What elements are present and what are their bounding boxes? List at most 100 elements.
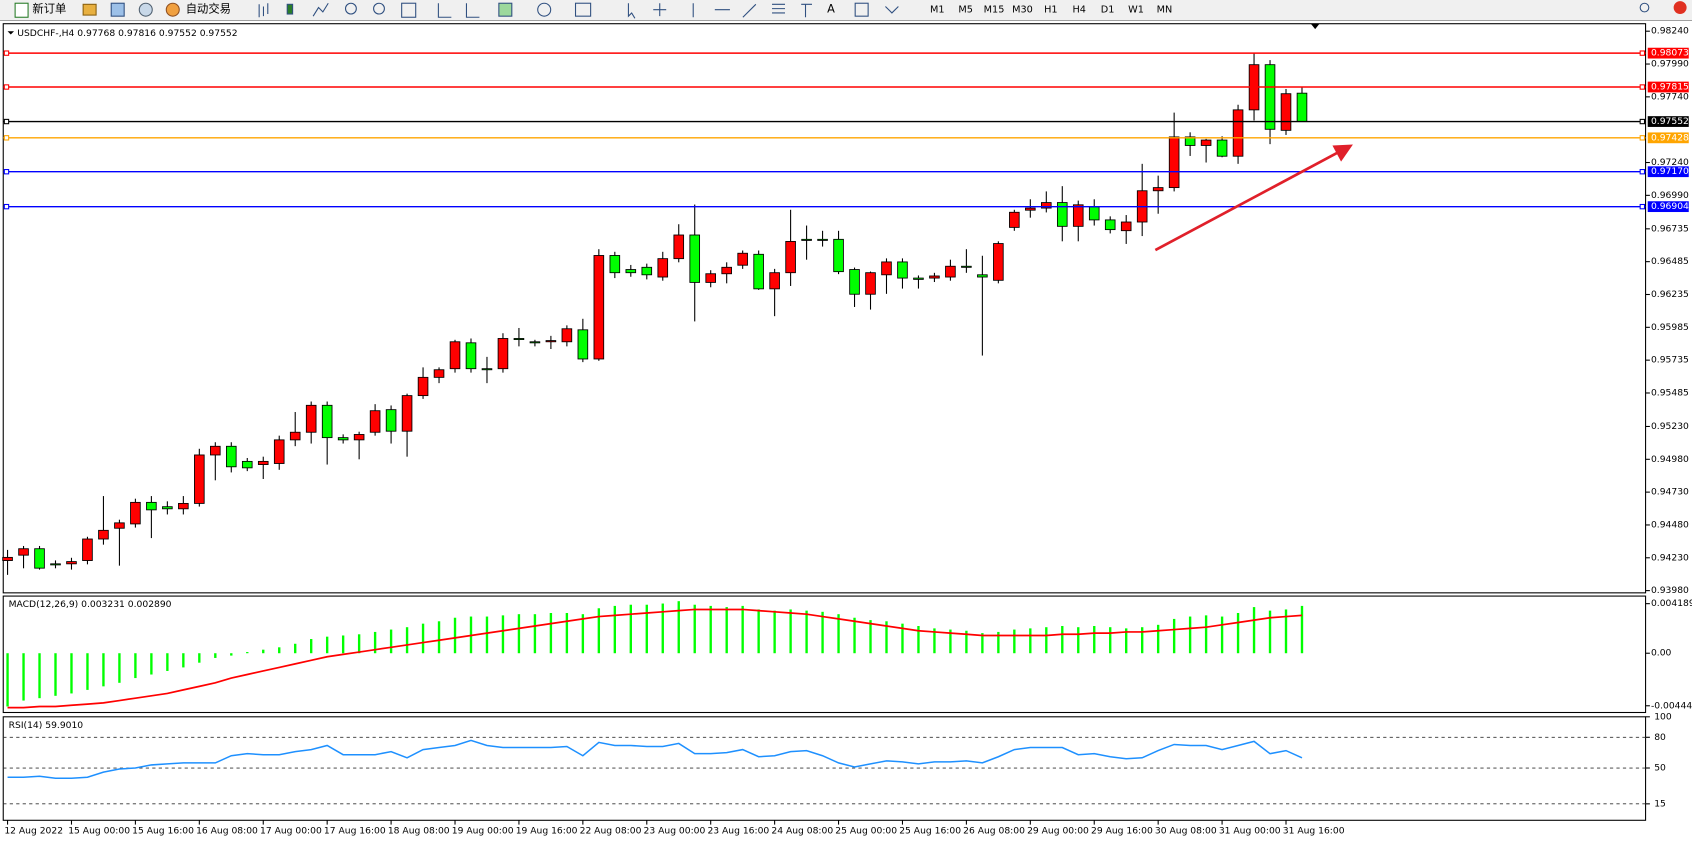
scroll-icon[interactable] — [437, 3, 480, 18]
candle-body — [865, 272, 876, 295]
candle-body — [913, 277, 924, 280]
new-order[interactable]: 新订单 — [32, 2, 66, 16]
y-tick-label: 0.95735 — [1651, 355, 1689, 366]
timeframe[interactable]: MN — [1157, 5, 1173, 16]
candle-icon[interactable] — [286, 3, 294, 15]
y-tick-label: 0.95485 — [1651, 387, 1689, 398]
line-icon[interactable] — [312, 2, 329, 17]
candle-body — [98, 529, 109, 540]
annotation-arrow-head — [1332, 144, 1353, 162]
candle-body — [321, 404, 333, 439]
timeframe[interactable]: M30 — [1012, 5, 1033, 16]
candle-body — [1232, 109, 1244, 157]
candle-body — [465, 342, 477, 370]
auto-trading-icon[interactable] — [165, 2, 180, 17]
y-tick-label: 0.93980 — [1651, 585, 1689, 596]
timeframe[interactable]: H1 — [1044, 5, 1057, 16]
candle-body — [673, 234, 685, 260]
candle-body — [529, 341, 541, 344]
timeframe[interactable]: W1 — [1128, 5, 1144, 16]
y-tick-label: 0.94980 — [1651, 454, 1689, 465]
auto-trading[interactable]: 自动交易 — [186, 2, 231, 16]
candle-body — [1056, 202, 1068, 227]
timeframe[interactable]: M5 — [958, 5, 973, 16]
x-tick-label: 31 Aug 16:00 — [1283, 826, 1345, 837]
candle-body — [961, 265, 972, 268]
new-order-icon[interactable] — [14, 2, 29, 18]
y-tick-label: 0.97740 — [1651, 91, 1689, 102]
fib-tools[interactable] — [772, 3, 812, 18]
y-tick-label: 80 — [1654, 732, 1666, 743]
x-tick-label: 17 Aug 16:00 — [324, 826, 386, 837]
timeframe[interactable]: D1 — [1101, 5, 1115, 16]
arrows[interactable] — [885, 6, 899, 14]
x-tick-label: 16 Aug 08:00 — [196, 826, 258, 837]
draw-tools[interactable] — [627, 3, 757, 19]
zoom-out[interactable] — [373, 2, 385, 15]
timeframe[interactable]: M1 — [930, 5, 945, 16]
line-handle — [3, 203, 10, 210]
y-tick-label: 0.98240 — [1651, 26, 1689, 37]
candle-body — [1009, 211, 1020, 228]
candle-body — [689, 234, 701, 283]
candle-body — [593, 255, 605, 360]
candle-body — [1216, 139, 1228, 157]
candle-body — [289, 431, 301, 441]
panels — [2, 23, 1647, 821]
periods[interactable] — [537, 2, 552, 17]
templates[interactable] — [574, 2, 592, 17]
candle-body — [1264, 64, 1276, 130]
icon[interactable] — [82, 3, 97, 16]
x-tick-label: 30 Aug 08:00 — [1155, 826, 1217, 837]
icon[interactable] — [110, 2, 125, 17]
line-handle — [3, 135, 10, 141]
y-tick-label: 0.94230 — [1651, 552, 1689, 563]
candle-body — [178, 502, 189, 510]
candle-body — [561, 328, 573, 343]
x-tick-label: 15 Aug 16:00 — [132, 826, 194, 837]
candle-body — [993, 243, 1004, 281]
candle-body — [2, 556, 13, 561]
price-label: 0.97815 — [1651, 82, 1689, 93]
rsi-line — [7, 739, 1303, 780]
tool-icons — [258, 2, 899, 19]
candle-body — [194, 454, 205, 504]
text-tool[interactable]: A — [827, 2, 835, 16]
zoom-in[interactable] — [344, 2, 357, 15]
price-label: 0.97552 — [1651, 116, 1689, 127]
toolbar: 新订单 自动交易 A M1 M5 M15 M30 H1 H4 D1 W1 MN — [14, 1, 1687, 19]
indicators[interactable] — [498, 2, 513, 17]
candle-body — [641, 266, 653, 276]
candle-body — [1280, 93, 1292, 131]
candle-body — [1041, 202, 1052, 209]
candle-body — [1168, 136, 1180, 189]
price-label-box — [1647, 47, 1689, 59]
candle-body — [929, 275, 940, 279]
bar-chart-icon[interactable] — [258, 3, 269, 18]
price-label-box — [1647, 201, 1689, 213]
candle-body — [737, 252, 748, 266]
rsi-panel — [2, 716, 1647, 821]
annotation-arrow — [1154, 150, 1340, 252]
candle-body — [1120, 221, 1132, 232]
candle-body — [385, 409, 397, 432]
tile[interactable] — [401, 2, 417, 18]
candle-body — [753, 253, 764, 290]
timeframe[interactable]: M15 — [984, 5, 1005, 16]
icon[interactable] — [138, 2, 153, 17]
text-label[interactable] — [854, 2, 869, 17]
search[interactable] — [1639, 2, 1650, 13]
timeframe[interactable]: H4 — [1072, 5, 1085, 16]
chart-title: USDCHF-,H4 0.97768 0.97816 0.97552 0.975… — [17, 28, 237, 39]
y-tick-label: 0.00 — [1651, 648, 1672, 659]
candle-body — [401, 395, 413, 432]
candle-body — [1184, 136, 1196, 146]
x-tick-label: 25 Aug 00:00 — [835, 826, 897, 837]
price-label: 0.97428 — [1651, 132, 1689, 143]
candle-body — [130, 501, 141, 525]
line-handle — [1639, 203, 1646, 210]
price-label: 0.96904 — [1651, 201, 1689, 212]
alert-badge[interactable] — [1673, 1, 1687, 15]
y-tick-label: 0.96485 — [1651, 256, 1689, 267]
